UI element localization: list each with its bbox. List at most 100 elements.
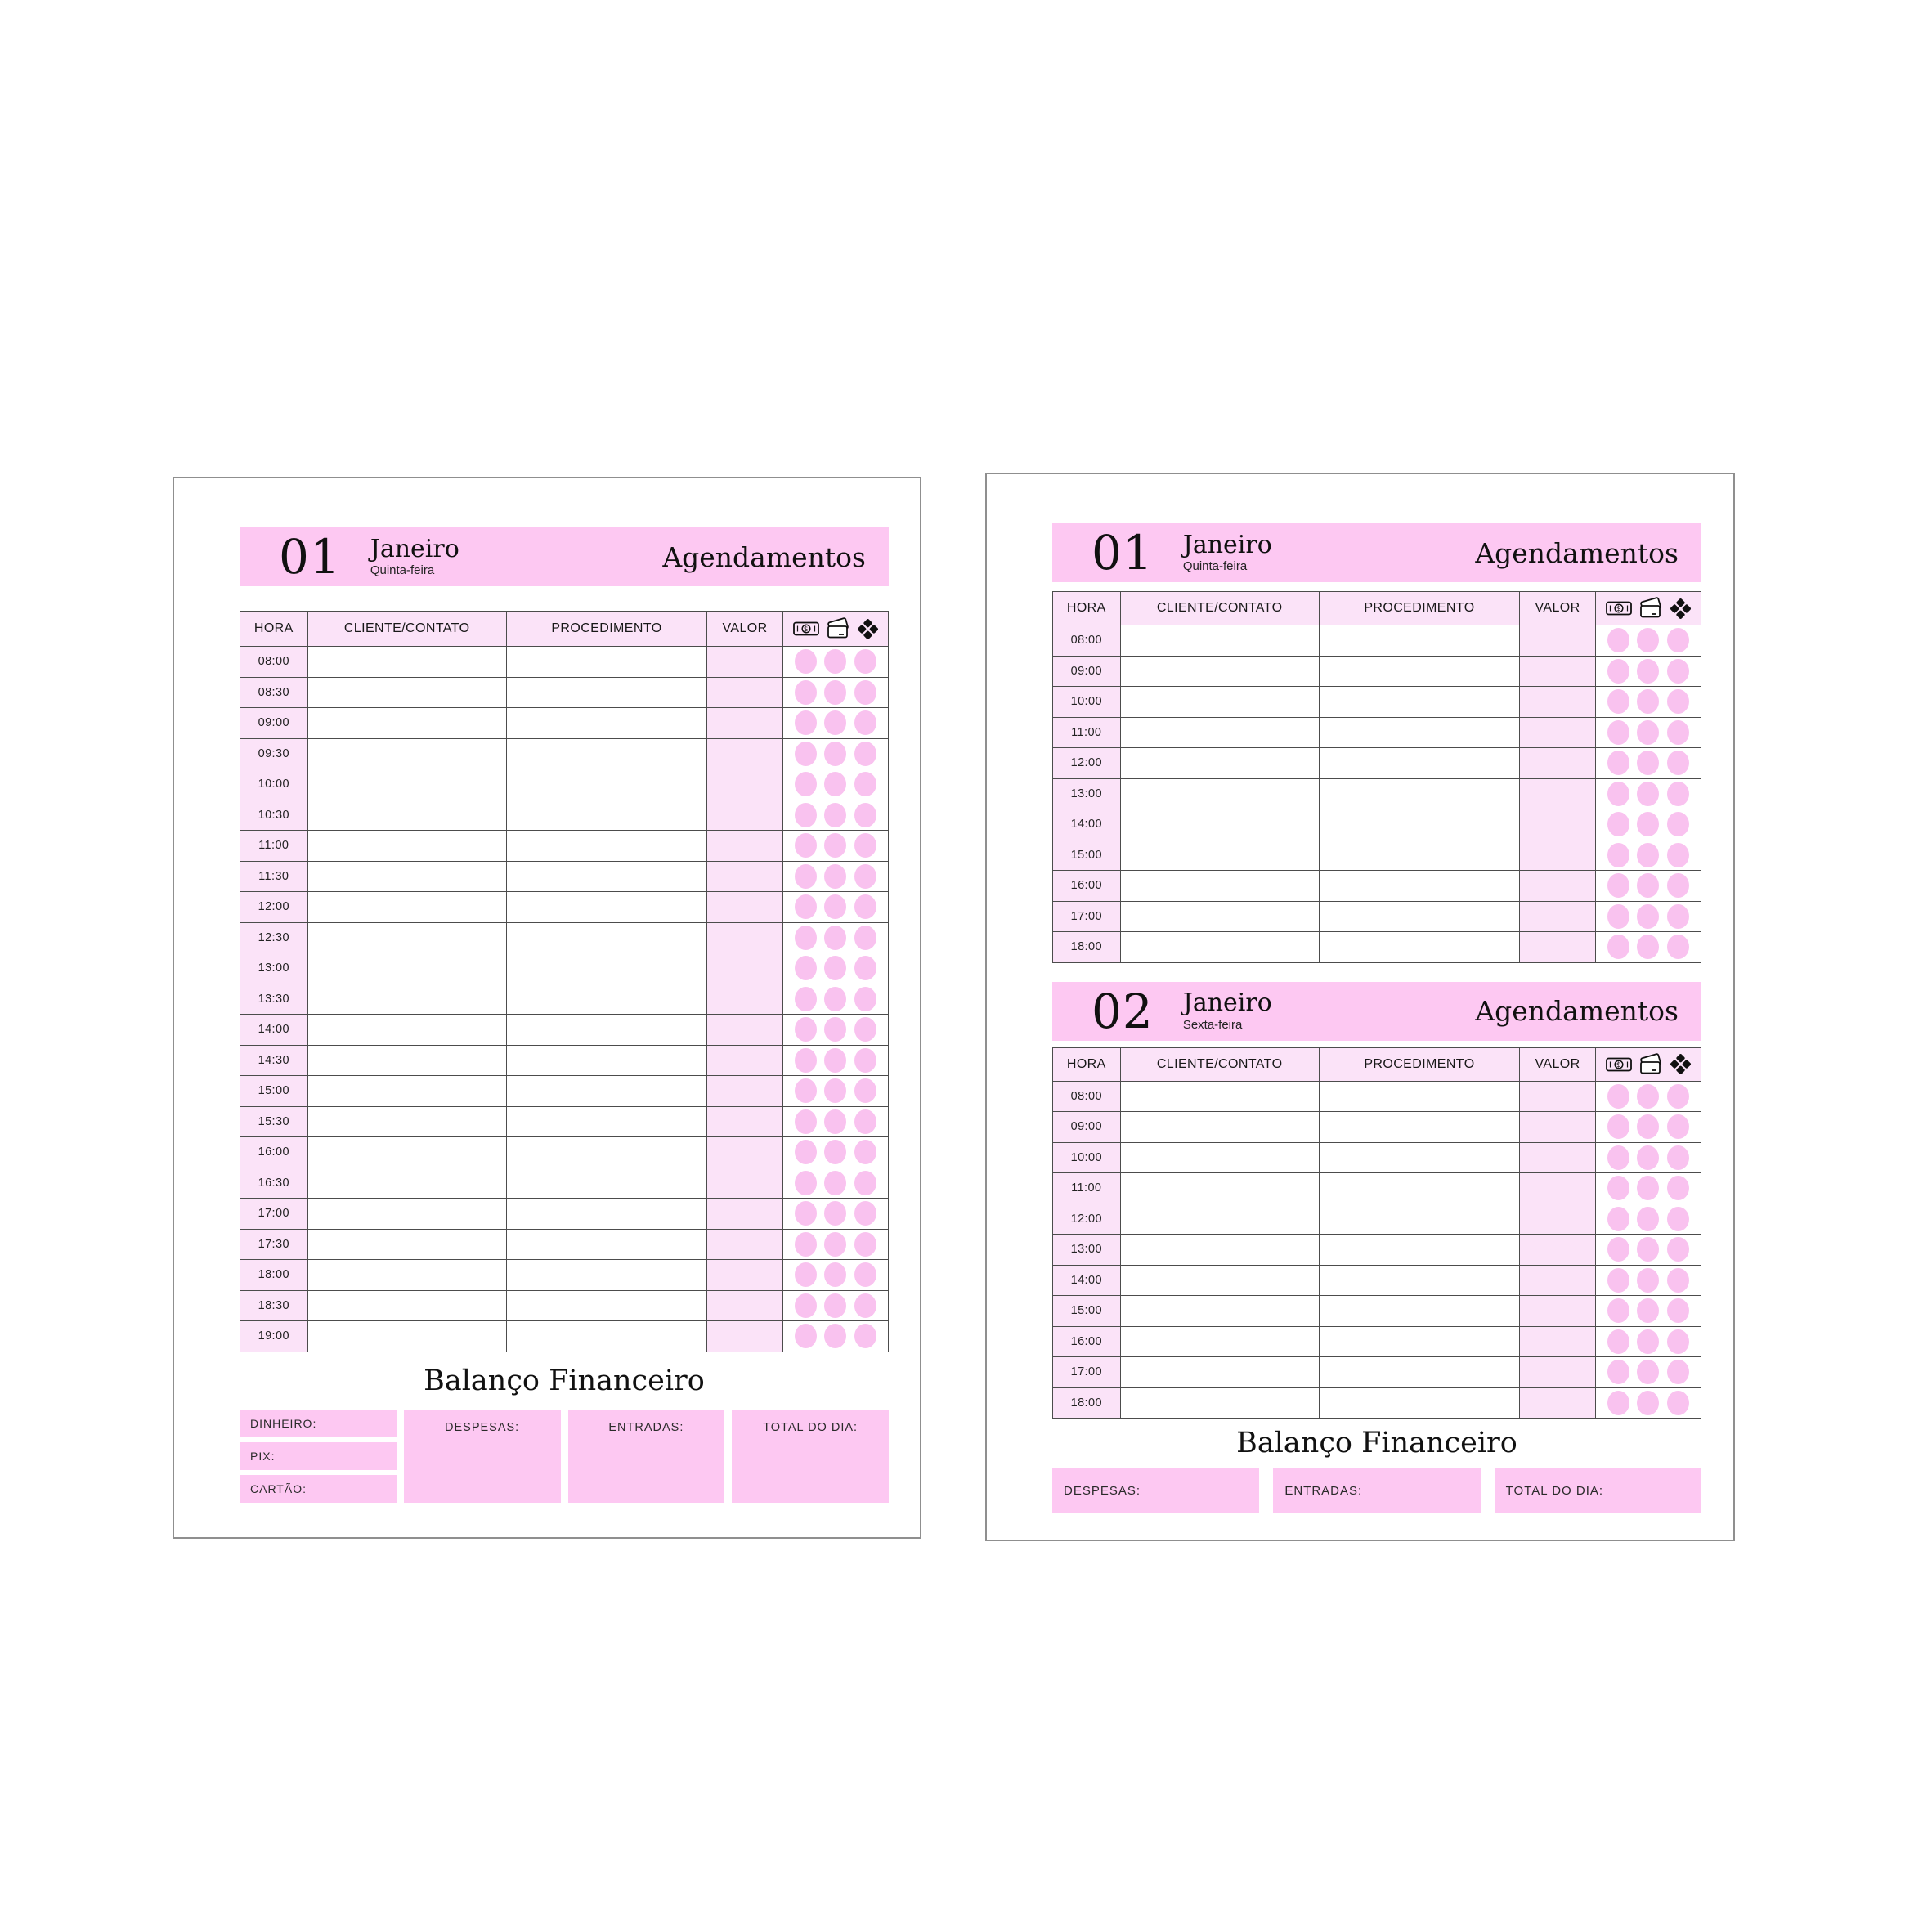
entradas-box: ENTRADAS:	[567, 1409, 725, 1503]
cliente-cell	[307, 922, 506, 953]
entradas-box: ENTRADAS:	[1273, 1468, 1481, 1513]
despesas-box: DESPESAS:	[403, 1409, 561, 1503]
payment-dot	[1667, 1176, 1690, 1201]
page-title: Agendamentos	[662, 540, 866, 573]
procedimento-cell	[1318, 1387, 1520, 1418]
payment-cell	[1594, 1173, 1701, 1204]
pix-box: PIX:	[240, 1441, 397, 1470]
valor-cell	[1519, 1265, 1595, 1295]
payment-dot	[1637, 903, 1660, 929]
schedule-row: 08:00	[1053, 625, 1701, 656]
schedule-row: 10:00	[1053, 1141, 1701, 1172]
entradas-label: ENTRADAS:	[608, 1420, 684, 1434]
day-banner: 01 Janeiro Quinta-feira Agendamentos	[1052, 523, 1701, 582]
payment-cell	[782, 1137, 888, 1168]
payment-dot	[1637, 935, 1660, 960]
procedimento-cell	[505, 647, 707, 677]
payment-dot	[794, 1017, 817, 1042]
cliente-cell	[1119, 932, 1319, 962]
payment-dot	[1667, 842, 1690, 867]
payment-dot	[1637, 1360, 1660, 1385]
procedimento-cell	[1318, 748, 1520, 778]
payment-dot	[1667, 1329, 1690, 1354]
day-banner: 02 Janeiro Sexta-feira Agendamentos	[1052, 981, 1701, 1041]
cliente-cell	[307, 861, 506, 891]
payment-dot	[1607, 873, 1629, 899]
schedule-row: 17:30	[240, 1228, 888, 1259]
cliente-cell	[1119, 625, 1319, 656]
dinheiro-box: DINHEIRO:	[240, 1409, 397, 1437]
payment-dot	[794, 894, 817, 920]
payment-dot	[1607, 1267, 1629, 1293]
valor-cell	[706, 800, 782, 830]
procedimento-cell	[1318, 932, 1520, 962]
schedule-row: 13:00	[240, 953, 888, 984]
cliente-cell	[1119, 1387, 1319, 1418]
payment-dot	[854, 1262, 877, 1288]
payment-dot	[1607, 1145, 1629, 1170]
schedule-row: 11:00	[1053, 716, 1701, 747]
card-icon	[825, 617, 851, 640]
payment-cell	[782, 922, 888, 953]
valor-cell	[1519, 871, 1595, 901]
payment-dot	[1667, 873, 1690, 899]
schedule-row: 11:30	[240, 860, 888, 891]
cliente-cell	[1119, 1235, 1319, 1265]
procedimento-cell	[505, 831, 707, 861]
payment-dot	[854, 1293, 877, 1318]
schedule-row: 14:00	[1053, 1264, 1701, 1295]
payment-dot	[1667, 903, 1690, 929]
schedule-row: 15:00	[1053, 839, 1701, 870]
schedule-row: 13:30	[240, 983, 888, 1014]
payment-dot	[1607, 1390, 1629, 1415]
payment-dot	[824, 956, 847, 981]
payment-cell	[782, 1229, 888, 1259]
payment-cell	[1594, 1204, 1701, 1234]
payment-cell	[782, 1106, 888, 1136]
right-page-content: 01 Janeiro Quinta-feira Agendamentos HOR…	[1052, 474, 1701, 1513]
schedule-row: 14:00	[1053, 809, 1701, 840]
schedule-row: 12:00	[1053, 747, 1701, 778]
column-header-hora: HORA	[240, 612, 307, 646]
valor-cell	[706, 922, 782, 953]
hora-cell: 16:00	[240, 1137, 307, 1168]
weekday-label: Quinta-feira	[370, 563, 435, 578]
valor-cell	[706, 984, 782, 1014]
cliente-cell	[1119, 1081, 1319, 1111]
procedimento-cell	[1318, 871, 1520, 901]
schedule-row: 14:30	[240, 1044, 888, 1075]
payment-dot	[794, 956, 817, 981]
cliente-cell	[307, 1168, 506, 1198]
payment-dot	[824, 1262, 847, 1288]
payment-dot	[794, 741, 817, 766]
hora-cell: 08:00	[240, 647, 307, 677]
total-do-dia-label: TOTAL DO DIA:	[763, 1420, 858, 1434]
column-header-payment: $	[1594, 592, 1701, 625]
payment-cell	[782, 1168, 888, 1198]
payment-dot	[1607, 1237, 1629, 1262]
procedimento-cell	[1318, 840, 1520, 870]
cliente-cell	[307, 892, 506, 922]
hora-cell: 12:30	[240, 922, 307, 953]
cliente-cell	[307, 984, 506, 1014]
column-header-payment: $	[782, 612, 888, 646]
hora-cell: 08:00	[1053, 625, 1120, 656]
payment-cell	[782, 800, 888, 830]
payment-dot	[854, 1201, 877, 1226]
payment-dot	[794, 1140, 817, 1165]
procedimento-cell	[1318, 1357, 1520, 1387]
payment-method-stack: DINHEIRO: PIX: CARTÃO:	[240, 1409, 397, 1503]
hora-cell: 16:00	[1053, 871, 1120, 901]
procedimento-cell	[505, 984, 707, 1014]
payment-dot	[1667, 1390, 1690, 1415]
payment-dot	[824, 679, 847, 705]
valor-cell	[1519, 1296, 1595, 1326]
valor-cell	[1519, 1112, 1595, 1142]
schedule-row: 17:00	[1053, 1356, 1701, 1387]
payment-dot	[794, 986, 817, 1011]
schedule-row: 09:00	[1053, 1111, 1701, 1142]
payment-dot	[1637, 1267, 1660, 1293]
hora-cell: 15:00	[1053, 840, 1120, 870]
payment-dot	[794, 1262, 817, 1288]
procedimento-cell	[505, 677, 707, 707]
